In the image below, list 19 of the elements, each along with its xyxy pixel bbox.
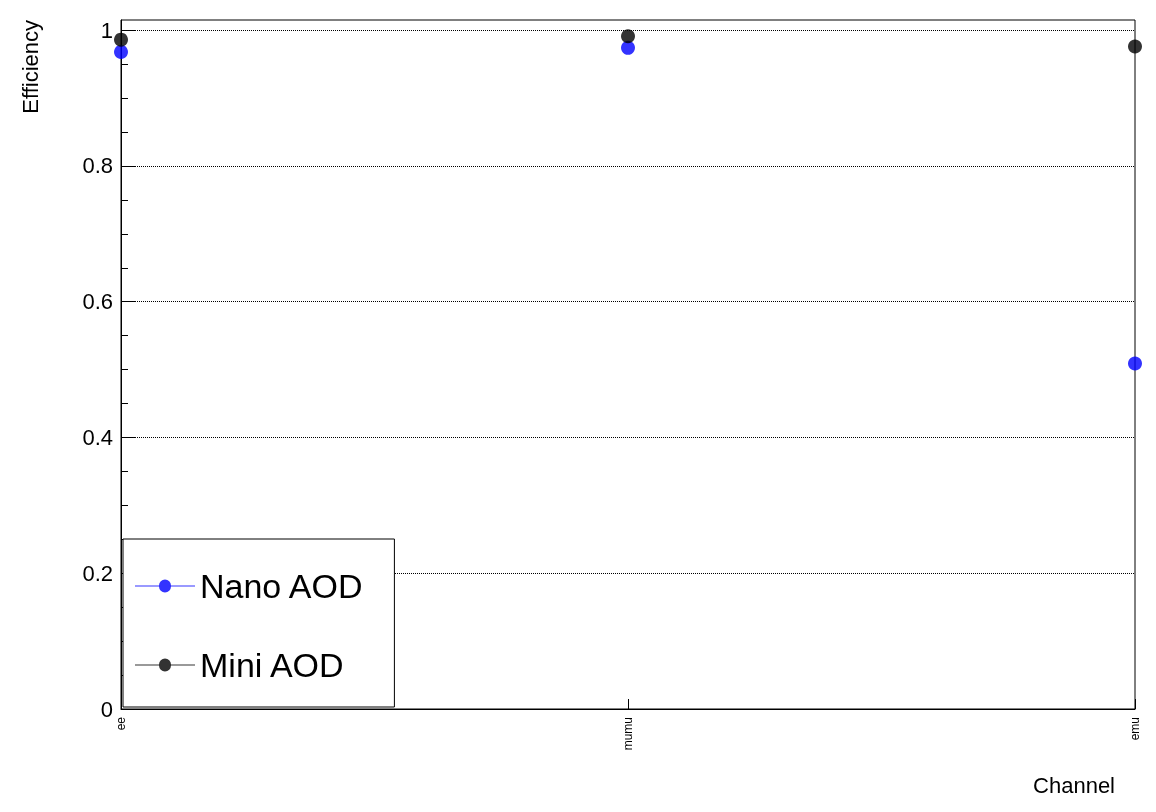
point	[1128, 356, 1142, 371]
point	[1128, 39, 1142, 54]
y-axis-title: Efficiency	[17, 20, 43, 114]
legend-label: Mini AOD	[200, 646, 344, 684]
y-tick-label: 0.8	[82, 153, 113, 179]
x-tick-label: ee	[114, 716, 128, 731]
legend-label: Nano AOD	[200, 567, 363, 605]
x-axis-title: Channel	[1033, 772, 1115, 798]
point	[114, 32, 128, 47]
y-tick-label: 0.2	[82, 560, 113, 586]
point	[114, 44, 128, 59]
y-tick-label: 1	[100, 17, 113, 43]
point	[621, 40, 635, 55]
y-tick-label: 0	[100, 696, 113, 722]
y-tick-label: 0.6	[82, 289, 113, 315]
y-tick-label: 0.4	[82, 424, 113, 450]
x-tick-label: emu	[1128, 717, 1142, 741]
x-tick-label: mumu	[621, 717, 635, 751]
point	[621, 29, 635, 44]
